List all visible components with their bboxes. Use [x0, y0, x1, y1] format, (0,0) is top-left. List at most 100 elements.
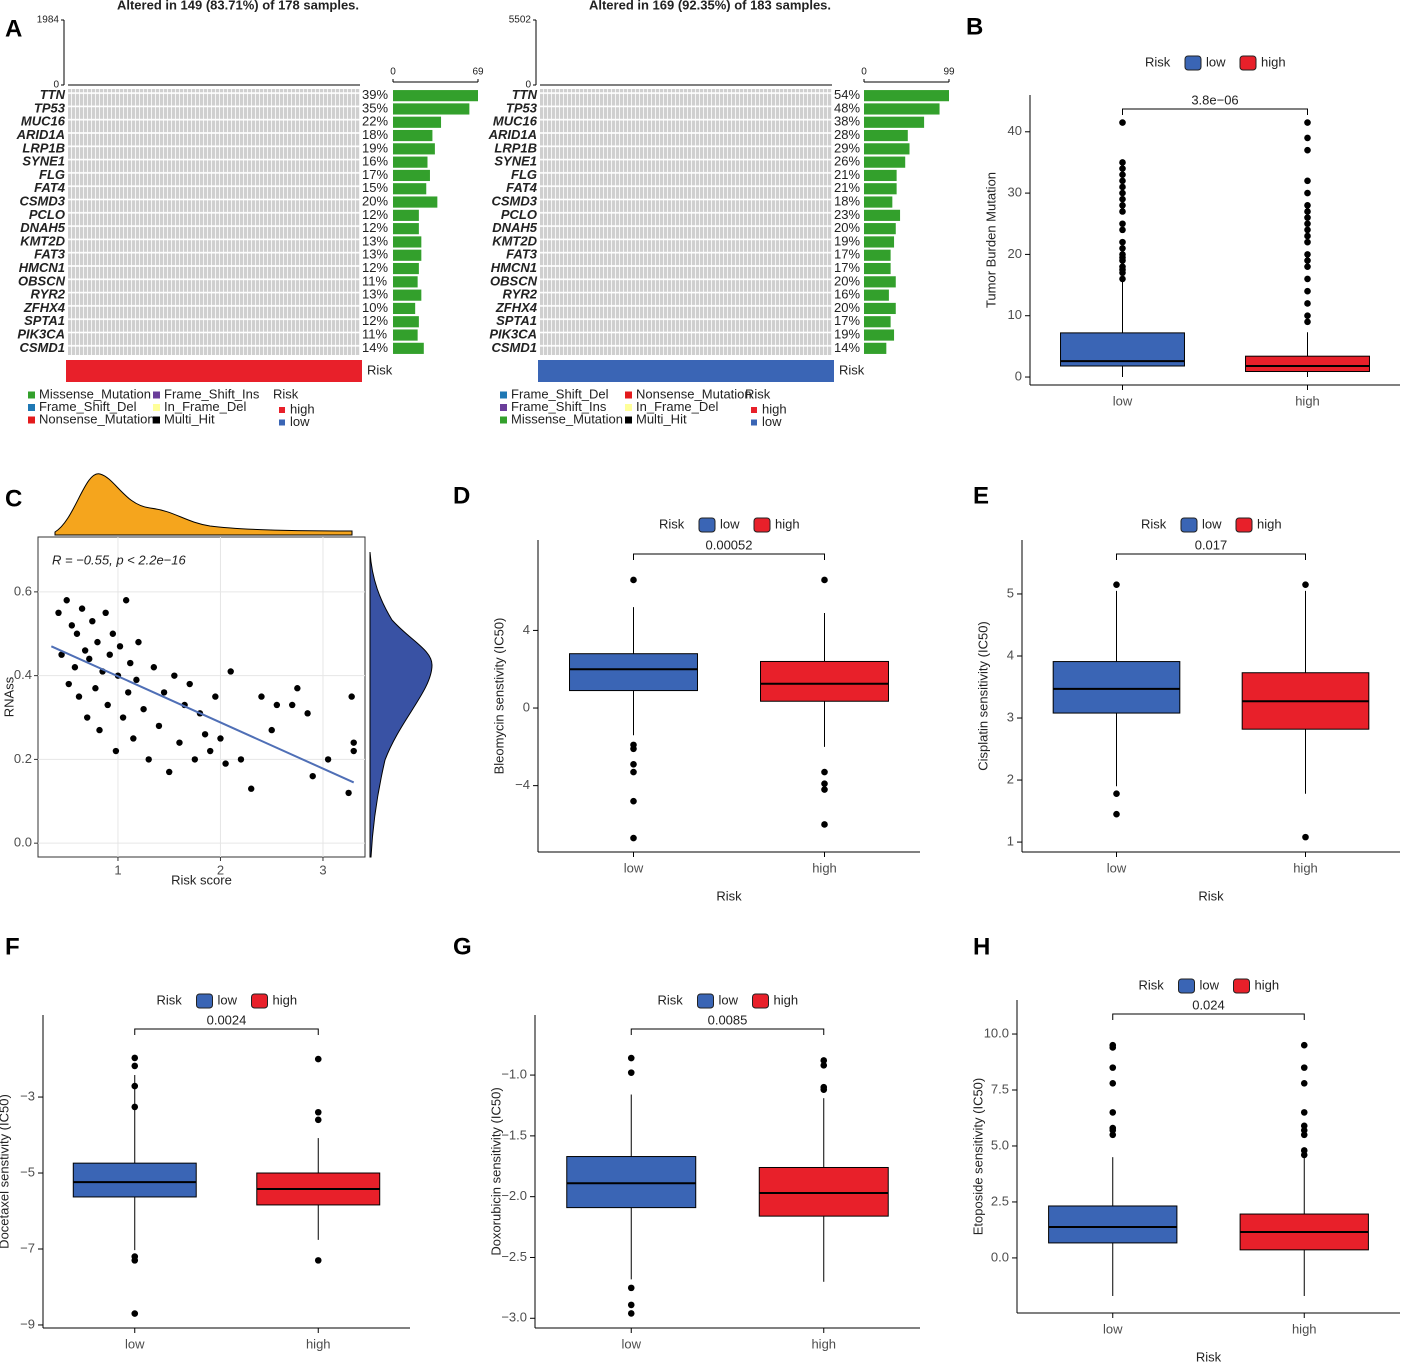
box	[569, 653, 698, 692]
legend-title: Risk	[745, 386, 771, 401]
x-tick-label: 1	[114, 862, 121, 877]
gene-label: RYR2	[503, 287, 538, 302]
outlier	[1119, 119, 1126, 126]
outlier	[821, 821, 828, 828]
outlier	[1119, 202, 1126, 209]
gene-label: OBSCN	[18, 273, 66, 288]
outlier	[821, 780, 828, 788]
outlier	[1109, 1041, 1117, 1049]
x-tick-label: high	[1292, 1321, 1317, 1336]
outlier	[131, 1103, 139, 1111]
box	[1052, 661, 1181, 714]
outlier	[1300, 1079, 1308, 1087]
gene-label: DNAH5	[492, 220, 538, 235]
legend-label: Nonsense_Mutation	[39, 411, 155, 426]
y-axis-label: Tumor Burden Mutation	[983, 172, 998, 308]
gene-label: KMT2D	[492, 233, 537, 248]
outlier	[1119, 244, 1126, 252]
y-tick-label: 2	[1007, 771, 1014, 786]
outlier	[630, 797, 637, 805]
y-tick-label: 30	[1008, 185, 1022, 200]
outlier	[1304, 287, 1311, 295]
y-tick-label: 10	[1008, 307, 1022, 322]
point	[130, 735, 137, 742]
density-right	[369, 551, 433, 858]
outlier	[1304, 263, 1311, 270]
legend-label: low	[762, 414, 782, 429]
legend-label: Frame_Shift_Ins	[164, 386, 260, 401]
legend-title: Risk	[658, 992, 684, 1007]
oncoplot-title: Altered in 169 (92.35%) of 183 samples.	[589, 0, 831, 12]
percent-label: 22%	[362, 114, 388, 129]
point	[258, 693, 265, 700]
outlier	[1304, 226, 1311, 234]
top-tick-label: 1984	[37, 15, 60, 26]
point	[237, 756, 245, 763]
legend-label: high	[1257, 516, 1282, 531]
side-bar	[864, 129, 908, 142]
y-tick-label: −1.0	[501, 1067, 527, 1082]
legend-label: Missense_Mutation	[39, 386, 151, 401]
point	[304, 710, 311, 717]
point	[160, 689, 168, 696]
side-bar	[864, 183, 897, 195]
x-tick-label: 2	[217, 862, 224, 877]
y-tick-label: 2.5	[991, 1193, 1009, 1208]
side-bar	[864, 223, 896, 235]
fit-line	[50, 645, 355, 784]
legend-swatch	[751, 407, 757, 413]
side-bar	[864, 342, 887, 354]
y-axis-label: Doxorubicin sensitivity (IC50)	[488, 1087, 503, 1255]
annotation: R = −0.55, p < 2.2e−16	[52, 552, 186, 567]
legend-swatch	[1178, 978, 1195, 994]
percent-label: 13%	[362, 233, 388, 248]
point	[345, 789, 352, 797]
point	[73, 630, 81, 637]
outlier	[1119, 171, 1126, 179]
point	[309, 772, 316, 780]
percent-label: 20%	[834, 220, 860, 235]
legend-label: In_Frame_Del	[164, 399, 246, 414]
point	[350, 739, 357, 746]
percent-label: 20%	[362, 193, 388, 208]
percent-label: 11%	[362, 273, 387, 288]
gene-label: OBSCN	[490, 273, 538, 288]
gene-label: PIK3CA	[489, 326, 537, 341]
outlier	[1113, 790, 1120, 797]
gene-label: SPTA1	[496, 313, 537, 328]
outlier	[131, 1062, 139, 1070]
density-top	[54, 473, 353, 536]
legend-label: Missense_Mutation	[511, 411, 623, 426]
side-tick-label: 0	[861, 67, 867, 78]
outlier	[131, 1310, 139, 1317]
legend-swatch	[279, 407, 285, 413]
point	[127, 659, 134, 667]
gene-label: HMCN1	[19, 260, 65, 275]
legend-swatch	[625, 404, 632, 411]
y-tick-label: 3	[1007, 709, 1014, 724]
gene-label: MUC16	[21, 114, 66, 129]
legend-label: Nonsense_Mutation	[636, 386, 752, 401]
box	[72, 1162, 197, 1198]
percent-label: 21%	[834, 167, 860, 182]
outlier	[1300, 1122, 1308, 1130]
percent-label: 12%	[362, 220, 388, 235]
outlier	[820, 1057, 828, 1064]
percent-label: 38%	[834, 114, 860, 129]
legend-label: Multi_Hit	[636, 411, 687, 426]
point	[58, 651, 65, 658]
point	[227, 668, 234, 675]
y-axis-label: Cisplatin sensitivity (IC50)	[975, 621, 990, 771]
x-tick-label: high	[306, 1336, 331, 1351]
p-value: 0.0085	[708, 1012, 748, 1027]
outlier	[314, 1108, 322, 1116]
legend-label: Multi_Hit	[164, 411, 215, 426]
gene-label: SPTA1	[24, 313, 65, 328]
outlier	[131, 1054, 139, 1062]
percent-label: 39%	[362, 87, 388, 102]
point	[65, 680, 72, 688]
y-tick-label: 0.6	[14, 583, 32, 598]
y-tick-label: 10.0	[984, 1025, 1009, 1040]
legend-swatch	[752, 993, 769, 1009]
